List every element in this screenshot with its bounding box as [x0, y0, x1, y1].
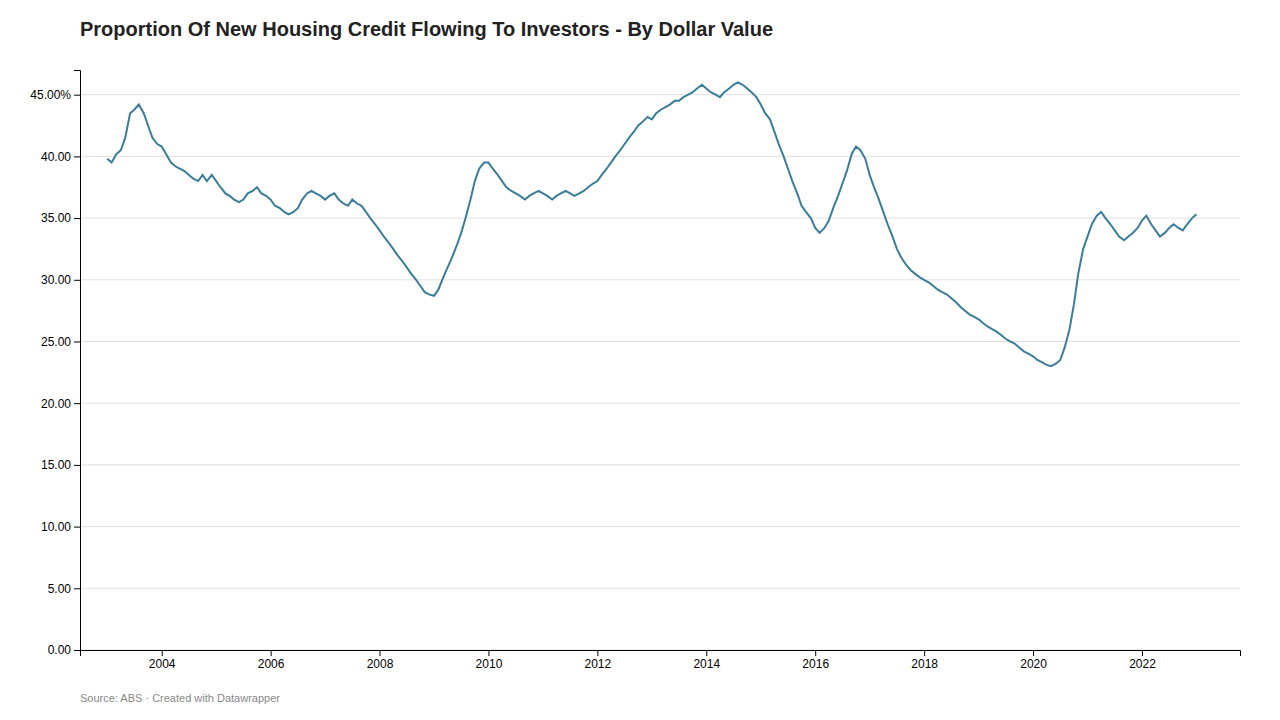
y-tick-mark — [74, 588, 80, 589]
grid-line — [80, 218, 1240, 219]
y-tick-label: 45.00% — [30, 88, 71, 102]
x-tick-mark — [815, 650, 816, 656]
x-tick-label: 2018 — [911, 657, 938, 671]
y-tick: 25.00 — [41, 335, 80, 349]
x-tick: 2014 — [693, 650, 720, 671]
y-tick: 40.00 — [41, 150, 80, 164]
y-axis-line — [74, 71, 81, 651]
x-tick: 2010 — [476, 650, 503, 671]
y-tick-label: 25.00 — [41, 335, 71, 349]
y-tick: 45.00% — [30, 88, 80, 102]
x-tick: 2008 — [367, 650, 394, 671]
x-tick: 2018 — [911, 650, 938, 671]
grid-line — [80, 403, 1240, 404]
x-tick: 2006 — [258, 650, 285, 671]
y-tick: 0.00 — [48, 643, 80, 657]
x-tick-mark — [162, 650, 163, 656]
grid-line — [80, 588, 1240, 589]
x-tick-mark — [1142, 650, 1143, 656]
y-grid — [80, 95, 1240, 650]
x-tick-mark — [271, 650, 272, 656]
y-tick: 20.00 — [41, 397, 80, 411]
y-tick: 5.00 — [48, 582, 80, 596]
plot-area — [107, 82, 1196, 366]
grid-line — [80, 526, 1240, 527]
chart-title: Proportion Of New Housing Credit Flowing… — [80, 18, 773, 40]
annotations: Source: ABS · Created with Datawrapper — [80, 692, 280, 704]
x-tick: 2022 — [1129, 650, 1156, 671]
y-tick: 35.00 — [41, 211, 80, 225]
x-tick-label: 2004 — [149, 657, 176, 671]
x-tick-mark — [597, 650, 598, 656]
x-tick: 2012 — [585, 650, 612, 671]
x-tick-mark — [488, 650, 489, 656]
y-tick: 10.00 — [41, 520, 80, 534]
x-tick-label: 2014 — [693, 657, 720, 671]
x-tick-label: 2008 — [367, 657, 394, 671]
x-tick-mark — [924, 650, 925, 656]
x-tick-label: 2020 — [1020, 657, 1047, 671]
x-tick-label: 2010 — [476, 657, 503, 671]
y-tick-mark — [74, 341, 80, 342]
x-tick-label: 2022 — [1129, 657, 1156, 671]
y-tick-mark — [74, 156, 80, 157]
chart-container: Proportion Of New Housing Credit Flowing… — [0, 0, 1280, 720]
grid-line — [80, 279, 1240, 280]
y-tick-label: 15.00 — [41, 458, 71, 472]
x-axis-line — [81, 651, 1241, 657]
x-tick: 2020 — [1020, 650, 1047, 671]
y-tick-label: 5.00 — [48, 582, 72, 596]
y-tick-label: 10.00 — [41, 520, 71, 534]
y-tick: 30.00 — [41, 273, 80, 287]
y-tick-mark — [74, 527, 80, 528]
x-axis: 2004 2006 2008 2010 2012 2014 2016 2018 2020 2022 — [81, 650, 1241, 671]
x-tick-label: 2006 — [258, 657, 285, 671]
y-tick-label: 30.00 — [41, 273, 71, 287]
grid-line — [80, 464, 1240, 465]
y-tick-mark — [74, 218, 80, 219]
x-tick-label: 2012 — [585, 657, 612, 671]
y-tick-mark — [74, 650, 80, 651]
y-tick-mark — [74, 95, 80, 96]
data-line — [107, 82, 1196, 366]
y-tick-label: 40.00 — [41, 150, 71, 164]
y-axis: 0.00 5.00 10.00 15.00 20.00 25.00 30.00 35.00 40… — [30, 71, 80, 658]
y-tick-mark — [74, 403, 80, 404]
y-tick-mark — [74, 465, 80, 466]
grid-line — [80, 94, 1240, 95]
y-tick-label: 20.00 — [41, 397, 71, 411]
x-tick-label: 2016 — [802, 657, 829, 671]
y-tick-label: 0.00 — [48, 643, 72, 657]
x-tick: 2004 — [149, 650, 176, 671]
y-tick: 15.00 — [41, 458, 80, 472]
x-tick: 2016 — [802, 650, 829, 671]
y-tick-mark — [74, 280, 80, 281]
y-tick-label: 35.00 — [41, 211, 71, 225]
chart-svg: Proportion Of New Housing Credit Flowing… — [0, 0, 1280, 720]
source-note: Source: ABS · Created with Datawrapper — [80, 692, 280, 704]
grid-line — [80, 156, 1240, 157]
x-tick-mark — [380, 650, 381, 656]
x-tick-mark — [1033, 650, 1034, 656]
x-tick-mark — [706, 650, 707, 656]
